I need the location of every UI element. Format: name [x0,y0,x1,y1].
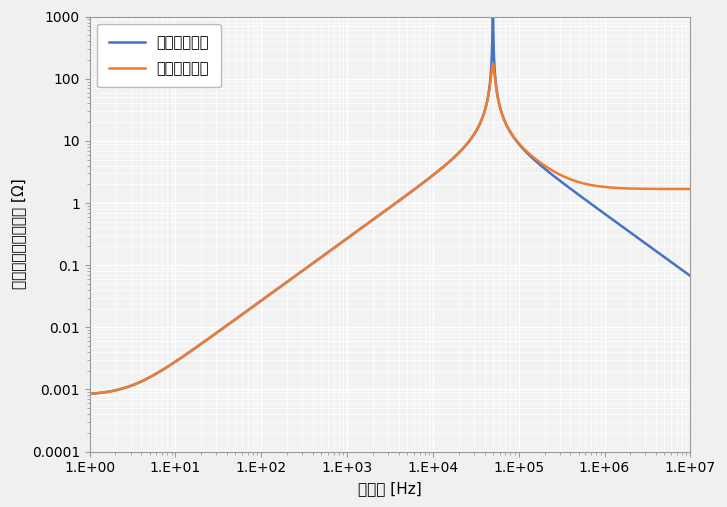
進み補償あり [228,318,237,324]
進み補償あり [489,60,497,66]
進み補償なし [355,227,364,233]
進み補償なし [85,391,94,397]
進み補償なし [681,269,690,275]
Y-axis label: 出力インピーダンス [Ω]: 出力インピーダンス [Ω] [11,179,26,289]
進み補償あり [355,227,364,233]
Line: 進み補償なし: 進み補償なし [89,0,691,394]
進み補償あり [225,321,233,327]
進み補償なし [686,273,695,279]
進み補償なし [231,316,240,322]
進み補償あり [686,186,695,192]
進み補償なし [228,318,237,324]
進み補償あり [312,258,321,264]
進み補償なし [312,258,321,264]
進み補償あり [681,186,690,192]
進み補償なし [225,321,233,327]
Line: 進み補償あり: 進み補償あり [89,63,691,394]
進み補償あり [85,391,94,397]
X-axis label: 周波数 [Hz]: 周波数 [Hz] [358,481,422,496]
Legend: 進み補償なし, 進み補償あり: 進み補償なし, 進み補償あり [97,24,221,87]
進み補償あり [231,316,240,322]
